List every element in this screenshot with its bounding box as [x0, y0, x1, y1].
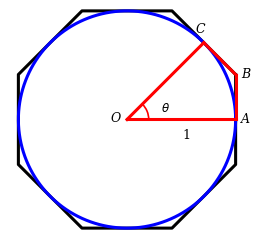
Text: O: O — [110, 112, 120, 125]
Text: $\theta$: $\theta$ — [162, 102, 170, 115]
Text: A: A — [241, 113, 250, 126]
Text: 1: 1 — [183, 129, 191, 142]
Text: C: C — [196, 23, 205, 36]
Text: B: B — [241, 68, 250, 81]
